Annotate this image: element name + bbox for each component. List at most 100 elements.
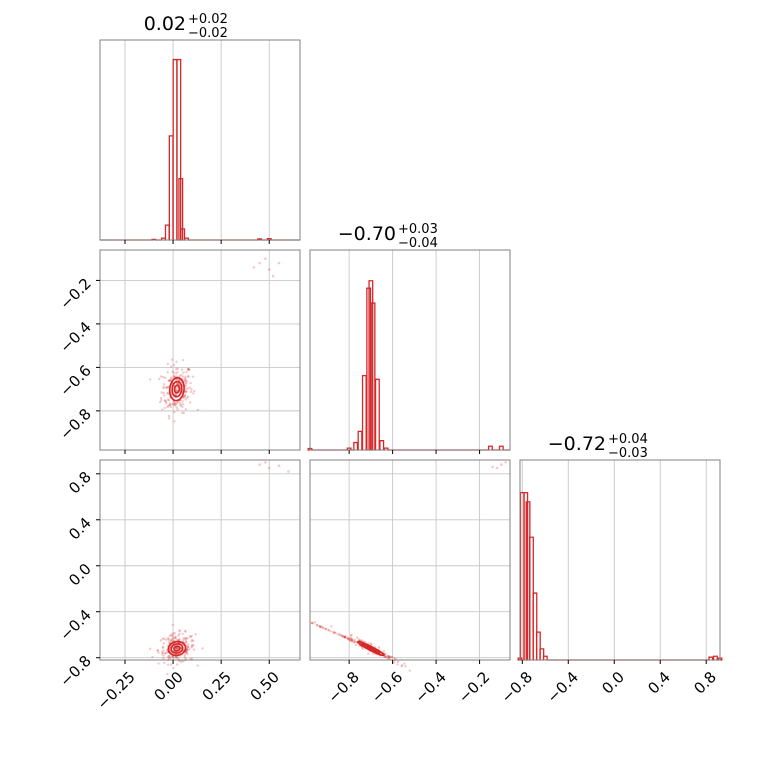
param-title-0: 0.02 <box>144 13 186 35</box>
x-tick-label: 0.50 <box>247 668 283 704</box>
sample-point <box>400 665 403 668</box>
sample-point <box>162 654 165 657</box>
sample-point <box>172 371 175 374</box>
sample-point <box>340 634 344 637</box>
sample-point <box>157 651 160 654</box>
sample-point <box>167 657 171 660</box>
sample-point <box>181 375 185 378</box>
sample-point <box>319 625 322 628</box>
sample-point <box>160 399 163 402</box>
sample-point <box>186 648 189 651</box>
scatter-1-2 <box>310 460 507 672</box>
sample-point <box>408 669 411 672</box>
sample-point <box>194 633 197 636</box>
sample-point <box>167 640 170 643</box>
sample-point <box>354 643 358 647</box>
sample-point <box>184 379 187 382</box>
sample-point <box>183 379 186 383</box>
sample-point <box>182 371 185 374</box>
sample-point <box>192 648 196 651</box>
sample-point <box>180 660 183 663</box>
sample-point <box>172 666 175 670</box>
sample-point <box>166 363 170 366</box>
sample-point <box>166 663 170 666</box>
sample-point <box>384 655 388 659</box>
sample-point <box>186 652 189 656</box>
sample-point <box>168 379 171 382</box>
sample-point <box>181 400 184 403</box>
sample-point <box>327 628 330 632</box>
sample-point <box>191 643 194 647</box>
axes-frame <box>99 39 301 241</box>
sample-point <box>165 386 168 389</box>
scatter-0-2 <box>149 460 290 676</box>
sample-point <box>149 647 152 651</box>
sample-point <box>186 395 190 398</box>
sample-point <box>192 639 195 643</box>
sample-point <box>386 655 389 658</box>
sample-point <box>186 646 190 649</box>
sample-point <box>173 402 176 405</box>
contour-level <box>173 384 181 394</box>
sample-point <box>159 396 163 400</box>
sample-point <box>158 400 162 404</box>
sample-point <box>184 398 187 401</box>
sample-point <box>367 652 370 655</box>
sample-point <box>187 368 190 371</box>
sample-point <box>166 655 170 658</box>
sample-point <box>252 266 256 269</box>
sample-point <box>170 377 173 380</box>
x-tick-label: −0.2 <box>455 668 493 706</box>
sample-point <box>166 398 170 401</box>
x-tick-label: −0.8 <box>324 668 362 706</box>
sample-point <box>313 621 317 624</box>
sample-point <box>187 645 190 649</box>
sample-point <box>181 632 184 635</box>
sample-point <box>173 403 177 406</box>
sample-point <box>172 403 175 406</box>
sample-point <box>174 403 178 406</box>
sample-point <box>163 637 166 640</box>
sample-point <box>267 268 271 271</box>
sample-point <box>321 626 325 629</box>
sample-point <box>183 395 186 399</box>
sample-point <box>178 630 181 633</box>
sample-point <box>176 408 179 411</box>
sample-point <box>169 633 173 637</box>
sample-point <box>169 638 173 642</box>
sample-point <box>183 653 186 657</box>
sample-point <box>382 650 386 653</box>
sample-point <box>188 634 192 638</box>
sample-point <box>186 645 189 648</box>
sample-point <box>163 376 167 380</box>
sample-point <box>156 649 159 652</box>
sample-point <box>189 401 192 404</box>
sample-point <box>179 404 183 407</box>
sample-point <box>388 655 391 658</box>
sample-point <box>187 367 190 371</box>
sample-point <box>403 662 406 666</box>
sample-point <box>176 370 179 374</box>
sample-point <box>159 375 163 378</box>
sample-point <box>158 377 161 381</box>
param-title-minus-1: −0.04 <box>398 236 438 251</box>
sample-point <box>323 627 326 630</box>
sample-point <box>192 644 195 647</box>
sample-point <box>161 652 164 656</box>
sample-point <box>189 635 192 639</box>
sample-point <box>169 405 173 409</box>
param-title-minus-0: −0.02 <box>188 26 228 41</box>
sample-point <box>173 420 176 423</box>
sample-point <box>171 402 174 406</box>
sample-point <box>185 396 189 400</box>
sample-point <box>174 404 177 407</box>
sample-point <box>180 368 184 371</box>
sample-point <box>174 636 177 640</box>
sample-point <box>185 389 188 393</box>
sample-point <box>264 257 267 260</box>
sample-point <box>324 627 328 631</box>
sample-point <box>384 655 387 658</box>
y-tick-label: −0.6 <box>56 361 94 399</box>
sample-point <box>396 663 399 666</box>
